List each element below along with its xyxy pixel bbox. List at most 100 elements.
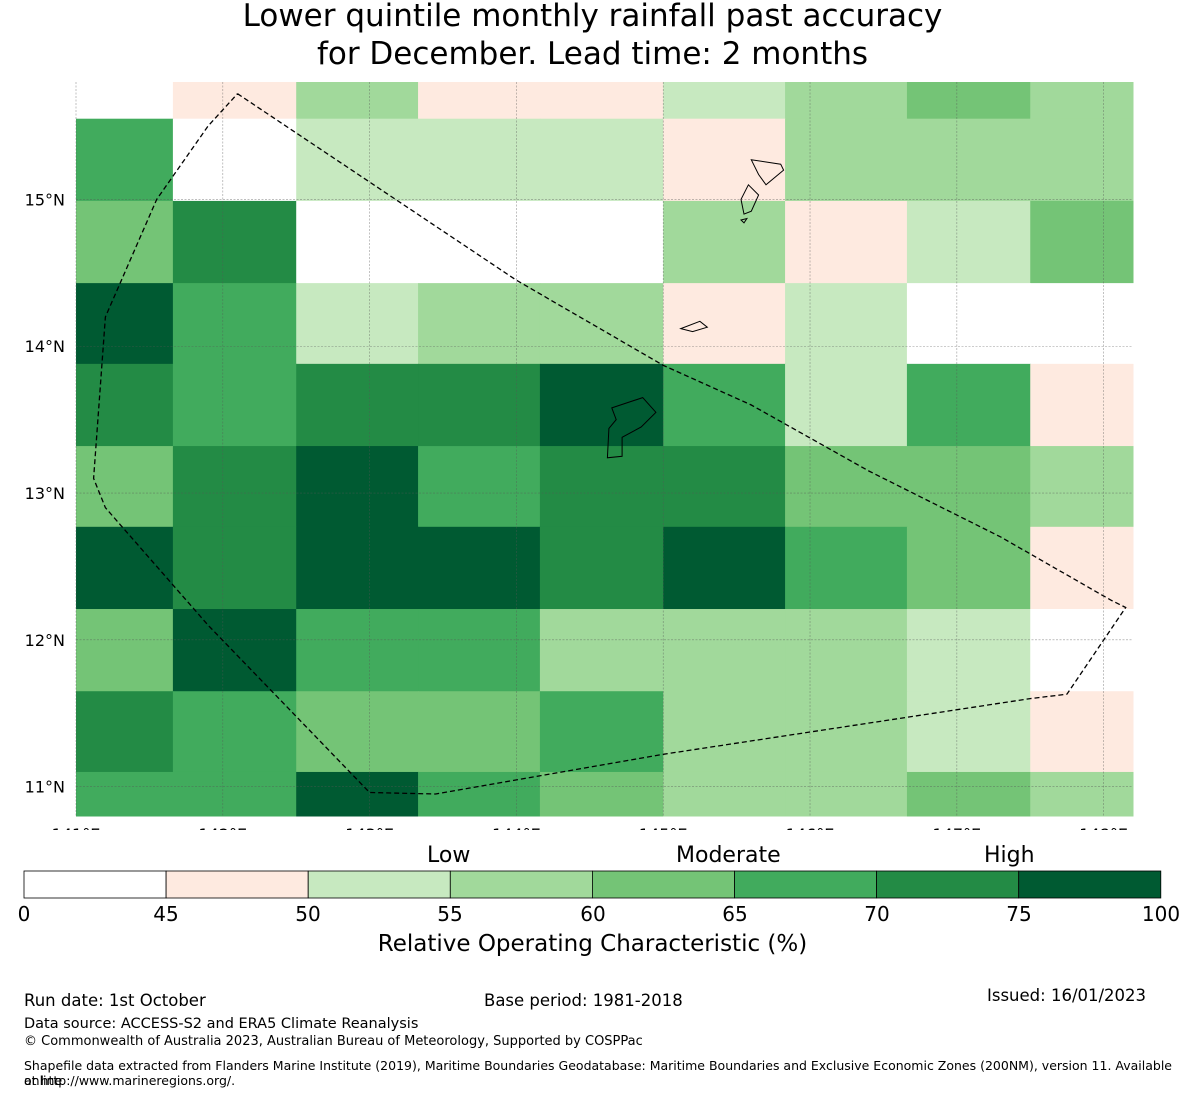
colorbar-tick-75: 75 [1006,902,1032,926]
grid-cell [539,118,664,202]
grid-cell [906,118,1031,202]
lat-tick-label: 11°N [25,778,65,797]
grid-cell [296,526,419,610]
lon-tick-label: 143°E [345,825,394,830]
rainfall-accuracy-map: 141°E 142°E 143°E 144°E 145°E 146°E 147°E 148°E… [25,82,1134,830]
lon-tick-label: 145°E [639,825,688,830]
grid-cell [418,446,541,528]
run-date: Run date: 1st October [24,991,206,1010]
grid-cell [172,82,297,120]
colorbar-tick-60: 60 [580,902,606,926]
grid-cell [663,526,786,610]
grid-cell [539,82,664,120]
grid-cell [296,446,419,528]
grid-cell [785,526,908,610]
colorbar-category-moderate: Moderate [676,843,781,868]
grid-cell [418,363,541,447]
grid-cell [906,691,1031,773]
grid-cell [296,200,419,284]
roc-grid-cells [76,82,1134,817]
grid-cell [172,771,297,817]
lon-tick-label: 146°E [786,825,835,830]
grid-cell [172,526,297,610]
grid-cell [1030,363,1134,447]
grid-cell [172,609,297,692]
colorbar-segment [734,870,878,899]
colorbar-tick-50: 50 [295,902,321,926]
lon-tick-label: 147°E [933,825,982,830]
grid-cell [418,82,541,120]
grid-cell [539,283,664,365]
issued-date: Issued: 16/01/2023 [987,986,1147,1005]
grid-cell [539,200,664,284]
grid-cell [785,363,908,447]
grid-cell [172,283,297,365]
grid-cell [76,691,174,773]
copyright: © Commonwealth of Australia 2023, Austra… [24,1034,643,1049]
island-outlines [606,159,785,459]
grid-cell [1030,609,1134,692]
colorbar-tick-100: 100 [1141,902,1181,926]
grid-cell [1030,283,1134,365]
colorbar-segment [1018,870,1162,899]
grid-cell [76,771,174,817]
lon-tick-label: 148°E [1079,825,1128,830]
grid-cell [663,118,786,202]
grid-cell [172,446,297,528]
axis-tick-labels: 141°E 142°E 143°E 144°E 145°E 146°E 147°E 148°E… [25,190,1128,830]
grid-cell [418,118,541,202]
data-source: Data source: ACCESS-S2 and ERA5 Climate … [24,1016,419,1032]
colorbar-tick-45: 45 [153,902,179,926]
colorbar-tick-70: 70 [864,902,890,926]
grid-cell [906,609,1031,692]
grid-cell [785,691,908,773]
grid-cell [296,283,419,365]
island-outline [750,159,785,186]
grid-cell [296,363,419,447]
grid-cell [785,118,908,202]
grid-cell [76,526,174,610]
island-outline [740,217,749,224]
grid-cell [418,200,541,284]
grid-cell [172,363,297,447]
grid-cell [906,446,1031,528]
grid-cell [172,200,297,284]
grid-cell [663,200,786,284]
colorbar-segment [165,870,309,899]
grid-cell [76,446,174,528]
grid-cell [1030,691,1134,773]
lat-tick-label: 15°N [25,190,65,209]
grid-cell [906,283,1031,365]
island-outline [740,183,760,215]
grid-cell [663,283,786,365]
shapefile-credit-line-1: Shapefile data extracted from Flanders M… [24,1058,1172,1088]
grid-cell [785,771,908,817]
grid-cell [76,82,174,120]
grid-cell [76,609,174,692]
shapefile-credit-line-2: at http://www.marineregions.org/. [24,1073,236,1088]
grid-cell [785,446,908,528]
lat-tick-label: 14°N [25,337,65,356]
graticule [75,82,1133,816]
grid-cell [539,363,664,447]
grid-cell [663,82,786,120]
lon-tick-label: 144°E [492,825,541,830]
grid-cell [296,609,419,692]
grid-cell [906,82,1031,120]
grid-cell [418,771,541,817]
grid-cell [172,691,297,773]
grid-cell [76,363,174,447]
grid-cell [1030,526,1134,610]
grid-cell [1030,118,1134,202]
lon-tick-label: 142°E [198,825,247,830]
map-title-line-2: for December. Lead time: 2 months [316,36,869,72]
grid-cell [785,200,908,284]
grid-cell [1030,200,1134,284]
grid-cell [785,82,908,120]
grid-cell [785,609,908,692]
colorbar-segment [592,870,735,899]
colorbar-tick-55: 55 [437,902,463,926]
colorbar-segment [449,870,593,899]
grid-cell [539,526,664,610]
grid-cell [1030,771,1134,817]
